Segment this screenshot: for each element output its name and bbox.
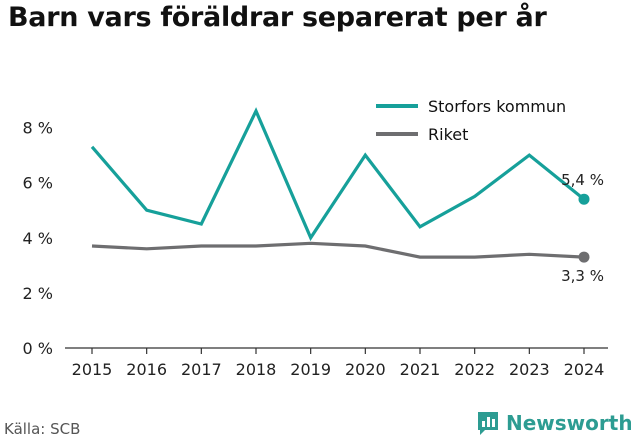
series-end-point [578,251,590,263]
y-tick-label: 8 % [23,119,53,138]
x-tick-label: 2021 [400,360,441,379]
y-axis: 0 % 2 % 4 % 6 % 8 % [23,119,53,358]
x-tick-label: 2024 [564,360,605,379]
y-tick-label: 4 % [23,229,53,248]
x-tick-label: 2017 [181,360,222,379]
series-end-point [578,193,590,205]
y-tick-label: 0 % [23,339,53,358]
end-value-label: 3,3 % [561,267,604,285]
x-tick-label: 2022 [454,360,495,379]
legend-label: Riket [428,125,468,144]
legend-label: Storfors kommun [428,97,566,116]
end-value-label: 5,4 % [561,171,604,189]
line-chart: 0 % 2 % 4 % 6 % 8 % 2015 2016 2017 2018 2019 2020… [23,97,608,379]
legend: Storfors kommun Riket [376,97,566,144]
bar-chart-logo-icon [478,412,498,435]
x-tick-label: 2020 [345,360,386,379]
series-line-riket [91,241,585,259]
x-tick-label: 2019 [290,360,331,379]
x-tick-label: 2023 [509,360,550,379]
brand-logo: Newsworthy [476,410,631,436]
x-axis: 2015 2016 2017 2018 2019 2020 2021 2022 2023 2024 [65,347,608,379]
x-tick-label: 2016 [126,360,167,379]
brand-name: Newsworthy [506,411,631,435]
x-tick-label: 2015 [72,360,113,379]
y-tick-label: 6 % [23,174,53,193]
x-tick-label: 2018 [236,360,277,379]
source-note: Källa: SCB [4,420,81,438]
chart-title: Barn vars föräldrar separerat per år [8,2,547,33]
series-layer: 5,4 % 3,3 % [90,107,604,285]
y-tick-label: 2 % [23,284,53,303]
series-line-storfors-kommun [90,107,586,242]
